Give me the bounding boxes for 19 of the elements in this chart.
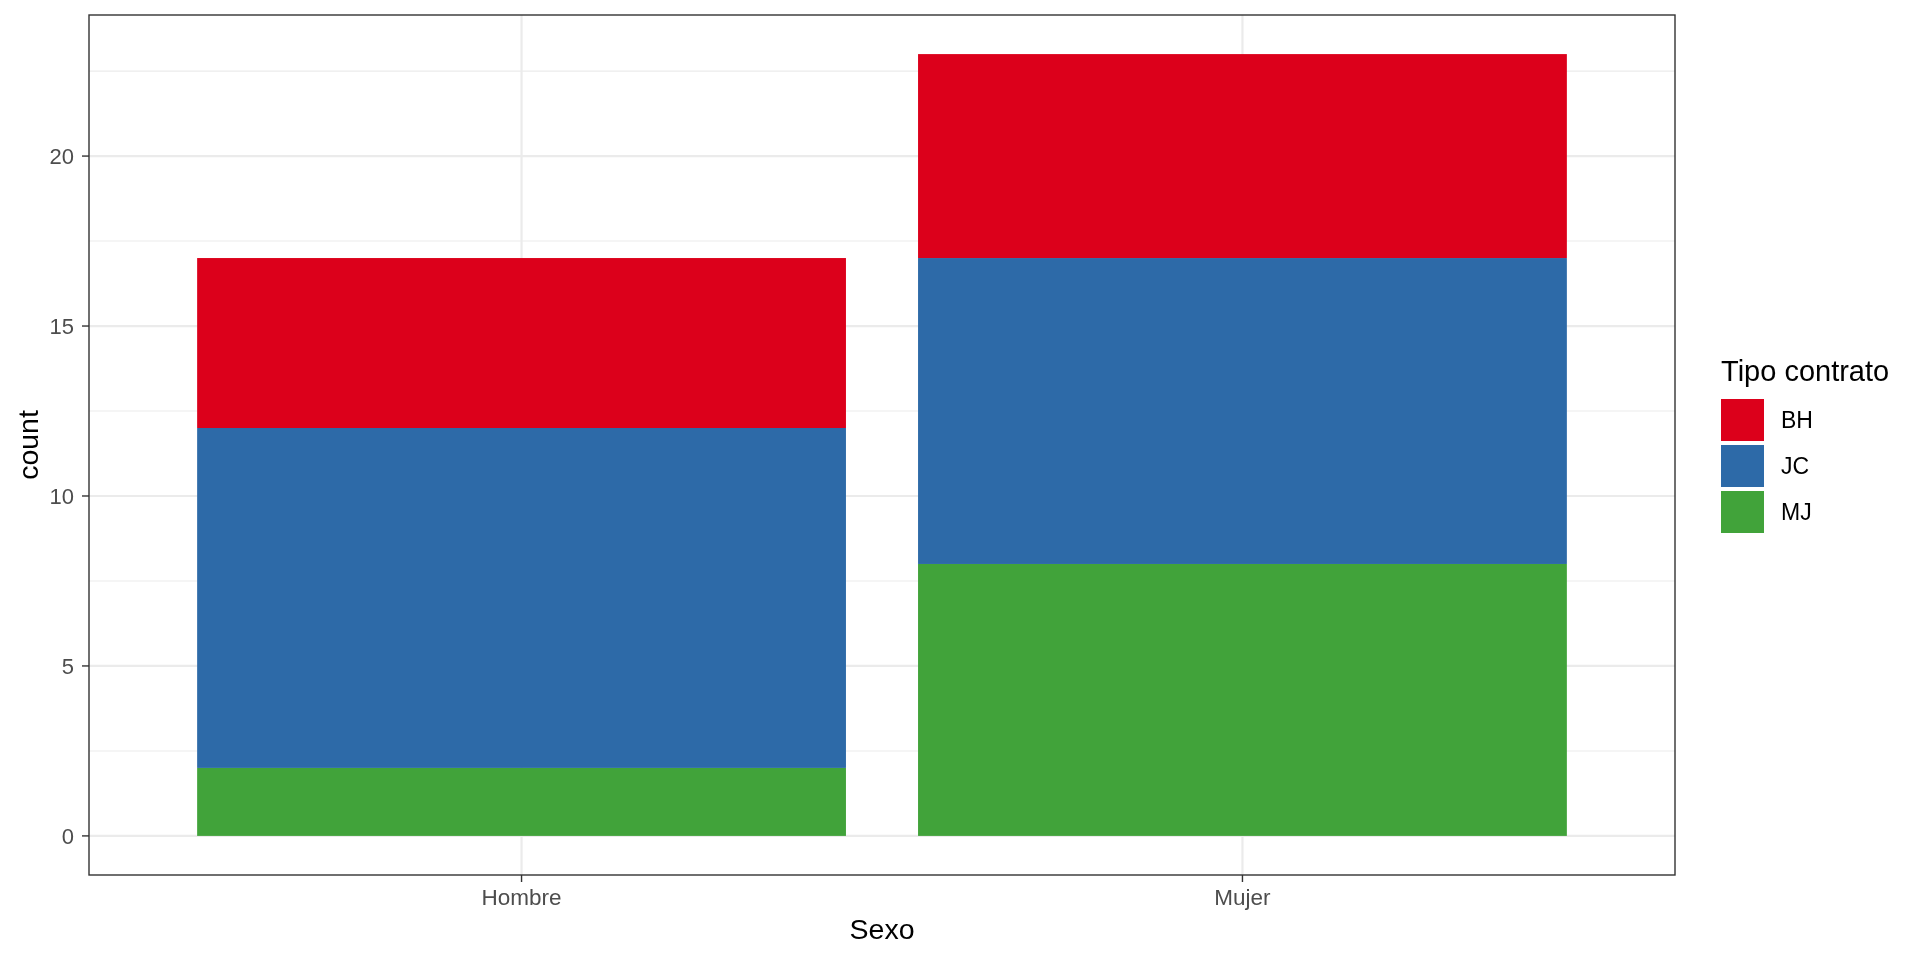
bar [918,54,1567,259]
y-axis-title: count [11,410,44,480]
y-tick-label: 5 [61,653,74,679]
bar [918,258,1567,564]
bar [197,258,846,428]
legend-label: JC [1781,453,1810,480]
legend-label: MJ [1781,499,1812,526]
y-tick-label: 10 [49,483,74,509]
x-axis-title: Sexo [849,912,915,945]
bar [197,767,846,836]
y-tick-label: 0 [61,823,74,849]
y-tick-label: 15 [49,313,74,339]
bar [918,563,1567,836]
legend-title: Tipo contrato [1721,355,1890,387]
x-tick-label: Mujer [1214,884,1272,910]
y-tick-label: 20 [49,143,74,169]
x-tick-label: Hombre [481,884,562,910]
legend-label: BH [1781,407,1813,434]
bar [197,428,846,768]
